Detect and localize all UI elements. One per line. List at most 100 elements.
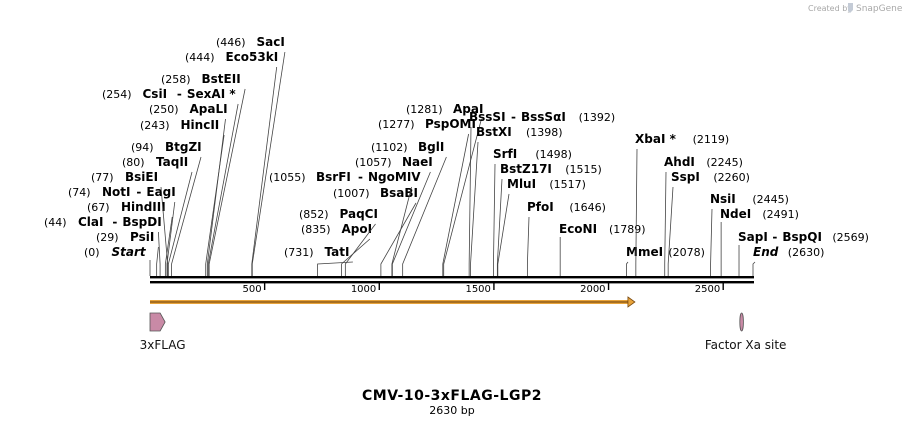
site-position: (1057) — [355, 156, 392, 169]
orf-arrowhead — [627, 296, 636, 308]
site-connector — [391, 171, 431, 276]
site-position: (44) — [44, 216, 67, 229]
site-apoi: (835) ApoI — [301, 222, 372, 276]
site-connector — [752, 261, 756, 276]
site-name: NsiI — [710, 192, 736, 206]
site-connector — [497, 193, 510, 276]
site-taqii: (80) TaqII — [122, 155, 193, 276]
site-csii: (254) CsiI - SexAI * — [102, 87, 239, 276]
site-saci: (446) SacI — [216, 35, 286, 276]
site-connector — [380, 202, 417, 276]
site-name: ApoI — [342, 222, 373, 236]
site-naei: (1057) NaeI — [355, 155, 433, 276]
site-name: SacI — [257, 35, 285, 49]
feature-marker — [739, 312, 744, 332]
site-name: BsaBI — [380, 186, 418, 200]
site-bstz17i: BstZ17I (1515) — [496, 162, 602, 276]
site-name: PaqCI — [340, 207, 378, 221]
site-name: SrfI — [493, 147, 517, 161]
site-noti: (74) NotI - EagI — [68, 185, 176, 276]
site-position: (80) — [122, 156, 145, 169]
site-connector — [442, 133, 469, 276]
site-name: BstXI — [476, 125, 512, 139]
site-connector — [171, 156, 202, 276]
site-position: (2491) — [762, 208, 799, 221]
orf-center-line — [150, 301, 629, 303]
site-connector — [470, 141, 479, 276]
site-name: XbaI * — [635, 132, 677, 146]
site-name: BglI — [418, 140, 444, 154]
site-name: BsrFI — [316, 170, 351, 184]
site-name: BsiEI — [125, 170, 158, 184]
site-apai: (1281) ApaI — [406, 102, 483, 276]
feature-label: Factor Xa site — [705, 338, 787, 352]
site-connector — [710, 208, 713, 276]
site-tati: (731) TatI — [284, 245, 353, 276]
snapgene-branding: Created by SnapGene — [808, 3, 903, 14]
site-position: (1392) — [579, 111, 616, 124]
site-bsrfi: (1055) BsrFI - NgoMIV — [269, 170, 421, 276]
site-position: (243) — [140, 119, 170, 132]
features: 3xFLAG Factor Xa site — [140, 312, 787, 352]
site-name: ApaI — [453, 102, 483, 116]
site-position: (2445) — [752, 193, 789, 206]
site-connector — [626, 261, 629, 276]
tick-label: 500 — [243, 284, 262, 295]
site-connector — [158, 231, 161, 276]
site-connector — [635, 148, 638, 276]
site-name: MluI — [507, 177, 536, 191]
site-connector — [341, 238, 371, 276]
site-bsssi: BssSI - BssSαI (1392) — [468, 110, 616, 276]
site-position: (94) — [131, 141, 154, 154]
site-alt-name: BspQI — [782, 230, 822, 244]
backbone-bottom-strand — [150, 281, 754, 284]
site-name: PsiI — [130, 230, 154, 244]
site-position: (852) — [299, 208, 329, 221]
site-connector — [206, 118, 226, 276]
site-connector — [160, 186, 169, 276]
site-position: (74) — [68, 186, 91, 199]
site-mmei: MmeI (2078) — [626, 245, 705, 276]
feature-arrow — [149, 312, 166, 332]
site-name: HindIII — [121, 200, 166, 214]
site-position: (446) — [216, 36, 246, 49]
site-connector — [207, 103, 239, 276]
site-position: (2569) — [832, 231, 869, 244]
site-name: ApaLI — [190, 102, 228, 116]
site-connector — [664, 171, 667, 276]
site-name: BstZ17I — [500, 162, 552, 176]
site-sapi: SapI - BspQI (2569) — [738, 230, 869, 276]
site-position: (1055) — [269, 171, 306, 184]
site-name: CsiI — [143, 87, 168, 101]
map-title: CMV-10-3xFLAG-LGP2 — [362, 388, 542, 404]
created-by-text: Created by — [808, 4, 852, 13]
site-position: (1646) — [569, 201, 606, 214]
site-position: (67) — [87, 201, 110, 214]
dna-backbone — [150, 276, 754, 284]
site-psii: (29) PsiI — [96, 230, 159, 276]
site-connector — [208, 88, 246, 276]
site-apali: (250) ApaLI — [149, 102, 228, 276]
site-nsii: NsiI (2445) — [710, 192, 789, 276]
site-dash: - — [112, 215, 117, 229]
site-connector — [493, 163, 496, 276]
orf-arrow — [150, 296, 636, 308]
site-name: HincII — [181, 118, 220, 132]
site-name: SapI — [738, 230, 768, 244]
site-xbai: XbaI * (2119) — [635, 132, 729, 276]
site-position: (731) — [284, 246, 314, 259]
site-connector — [391, 186, 412, 276]
site-position: (250) — [149, 103, 179, 116]
site-eco53ki: (444) Eco53kI — [185, 50, 278, 276]
site-name: NdeI — [720, 207, 751, 221]
site-name: BtgZI — [165, 140, 202, 154]
site-bsabi: (1007) BsaBI — [333, 186, 418, 276]
site-bstxi: BstXI (1398) — [470, 125, 563, 276]
map-length: 2630 bp — [429, 404, 474, 417]
site-name: PfoI — [527, 200, 554, 214]
site-position: (1398) — [526, 126, 563, 139]
site-alt-name: BspDI — [122, 215, 161, 229]
site-name: MmeI — [626, 245, 663, 259]
feature-3xflag: 3xFLAG — [140, 312, 186, 352]
